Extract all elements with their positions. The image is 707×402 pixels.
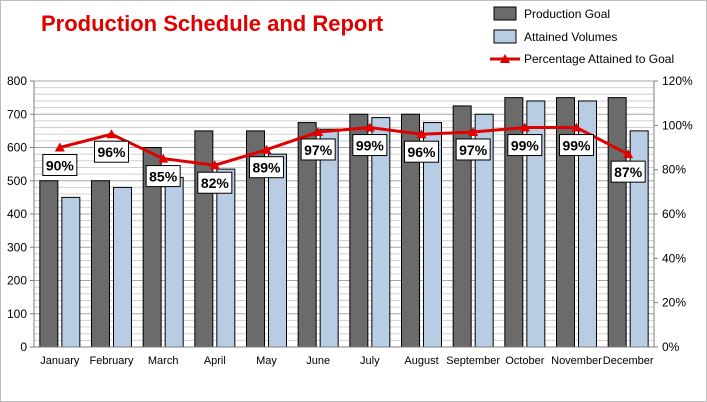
data-label: 99%	[511, 138, 540, 154]
data-label-box	[559, 134, 594, 157]
y-left-tick-label: 200	[7, 274, 27, 288]
y-left-tick-label: 700	[7, 107, 27, 121]
percentage-point-marker	[106, 129, 117, 139]
legend-label-production-goal: Production Goal	[524, 7, 610, 21]
legend-swatch-production-goal	[493, 6, 517, 21]
y-left-tick-label: 800	[7, 74, 27, 88]
percentage-point-marker	[261, 144, 272, 154]
legend-swatch-attained-volumes	[493, 29, 517, 44]
axes: January February March April May June July Augu…	[7, 74, 693, 367]
percentage-line	[54, 122, 634, 170]
bar-attained-volumes	[113, 186, 132, 348]
x-tick-label: August	[404, 355, 438, 367]
bar-production-goal	[39, 180, 59, 348]
data-label-box	[300, 138, 336, 161]
x-tick-label: June	[306, 355, 330, 367]
y-left-tick-label: 600	[7, 141, 27, 155]
data-label-box	[404, 140, 439, 163]
data-label: 85%	[149, 169, 178, 185]
percentage-point-marker	[623, 149, 634, 159]
data-label: 97%	[304, 142, 333, 158]
data-label-box	[455, 138, 491, 161]
legend-label-attained-volumes: Attained Volumes	[524, 30, 617, 44]
y-left-tick-label: 300	[7, 240, 27, 254]
data-label-box	[352, 134, 388, 157]
chart-title: Production Schedule and Report	[41, 11, 384, 36]
x-tick-label: April	[204, 355, 226, 367]
data-label-box	[94, 140, 129, 163]
y-left-tick-label: 500	[7, 174, 27, 188]
data-label: 96%	[97, 144, 126, 160]
data-label: 99%	[356, 138, 385, 154]
y-left-tick-label: 400	[7, 207, 27, 221]
data-label: 96%	[407, 144, 436, 160]
bar-production-goal	[91, 180, 110, 348]
y-left-tick-label: 100	[7, 307, 27, 321]
legend-label-percentage: Percentage Attained to Goal	[524, 52, 674, 66]
x-tick-label: January	[40, 355, 80, 367]
percentage-point-marker	[209, 160, 220, 170]
data-label: 90%	[46, 158, 75, 174]
data-label: 99%	[562, 138, 591, 154]
x-tick-label: September	[446, 355, 500, 367]
x-tick-label: July	[360, 355, 380, 367]
x-tick-label: October	[505, 355, 544, 367]
y-right-tick-label: 120%	[662, 74, 693, 88]
percentage-point-marker	[313, 126, 324, 136]
bar-attained-volumes	[164, 176, 184, 348]
percentage-point-marker	[468, 126, 479, 136]
data-label-box	[610, 160, 646, 183]
bar-attained-volumes	[319, 128, 339, 348]
data-label-box	[249, 156, 284, 179]
bar-attained-volumes	[216, 168, 236, 348]
percentage-series-line	[59, 126, 629, 167]
data-label-box	[145, 165, 181, 188]
data-label: 97%	[459, 142, 488, 158]
data-label: 89%	[252, 160, 281, 176]
percentage-point-marker	[571, 122, 582, 132]
y-right-tick-label: 40%	[662, 251, 686, 265]
percentage-point-marker	[158, 153, 169, 163]
data-label: 82%	[201, 175, 230, 191]
grid-lines	[34, 80, 654, 347]
y-right-tick-label: 60%	[662, 207, 686, 221]
data-labels: 90% 96% 85% 82% 89% 97% 99% 96% 97% 99% 99% 87%	[42, 134, 646, 194]
percentage-point-marker	[54, 142, 65, 152]
x-tick-label: May	[256, 355, 277, 367]
bar-production-goal	[607, 97, 627, 348]
x-tick-label: December	[603, 355, 654, 367]
bar-attained-volumes	[268, 153, 287, 348]
legend-marker-percentage	[500, 54, 510, 63]
data-label-box	[507, 134, 543, 157]
y-right-tick-label: 80%	[662, 163, 686, 177]
x-tick-label: November	[551, 355, 602, 367]
percentage-point-marker	[364, 122, 375, 132]
data-label-box	[42, 154, 78, 176]
x-tick-label: February	[89, 355, 134, 367]
bar-attained-volumes	[61, 196, 81, 348]
percentage-point-marker	[416, 129, 427, 139]
data-label: 87%	[614, 164, 643, 180]
y-right-tick-label: 20%	[662, 296, 686, 310]
percentage-point-marker	[519, 122, 530, 132]
y-right-tick-label: 0%	[662, 340, 680, 354]
legend: Production Goal Attained Volumes Percentag…	[490, 6, 674, 66]
x-tick-label: March	[148, 355, 179, 367]
data-label-box	[197, 171, 233, 194]
y-left-tick-label: 0	[20, 340, 27, 354]
y-right-tick-label: 100%	[662, 118, 693, 132]
bars	[39, 97, 649, 348]
